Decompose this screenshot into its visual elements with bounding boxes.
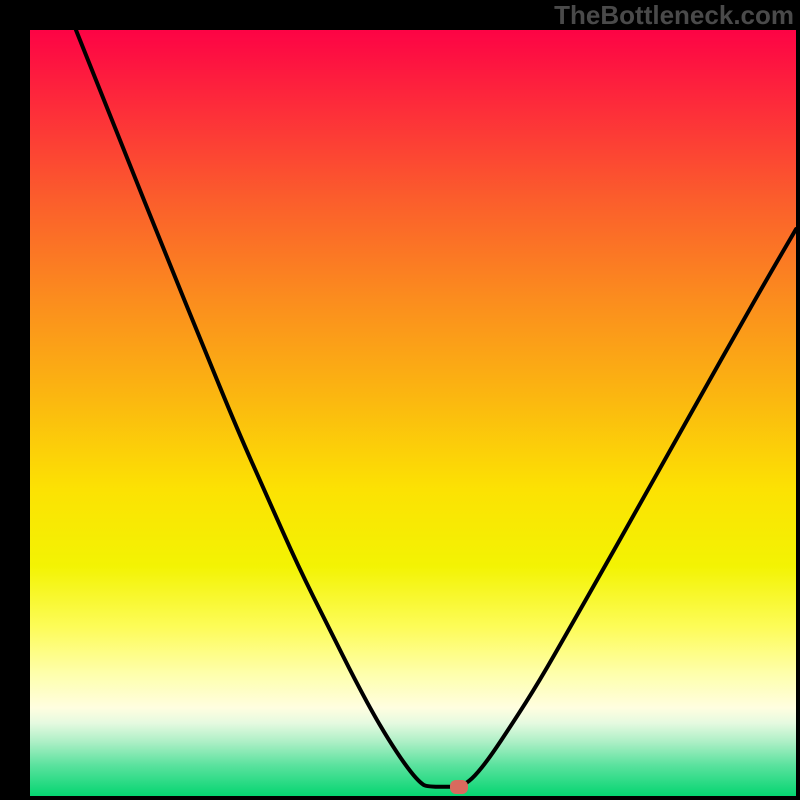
optimal-marker bbox=[450, 780, 468, 794]
watermark-text: TheBottleneck.com bbox=[554, 0, 794, 31]
gradient-background bbox=[30, 30, 796, 796]
plot-area bbox=[30, 30, 796, 796]
chart-container: TheBottleneck.com bbox=[0, 0, 800, 800]
